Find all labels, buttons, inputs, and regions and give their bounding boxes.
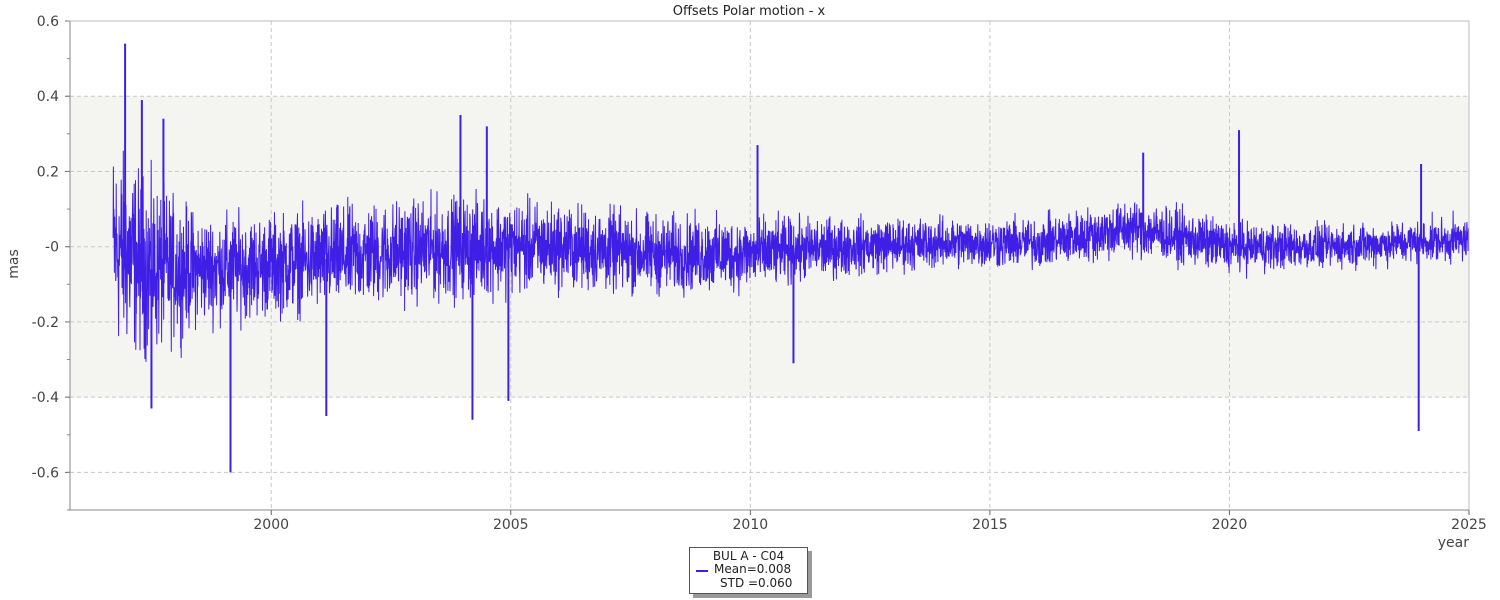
legend-series-swatch [696,570,708,572]
legend-mean: Mean=0.008 [714,562,792,576]
axes: 0.6 0.4 0.2 -0 -0.2 -0.4 -0.6 2000 2005 2010 2015 2… [32,14,1487,533]
legend-std: STD =0.060 [720,576,793,590]
legend-title: BUL A - C04 [712,549,785,563]
x-tick-label: 2015 [972,517,1008,533]
series-layer [112,43,1470,473]
y-tick-label: -0.2 [32,315,59,331]
y-tick-label: -0.4 [32,390,59,406]
chart-title: Offsets Polar motion - x [673,4,826,19]
x-tick-label: 2010 [733,517,769,533]
y-tick-label: -0 [45,240,59,256]
x-tick-label: 2020 [1212,517,1248,533]
y-tick-label: 0.2 [37,164,59,180]
y-tick-label: -0.6 [32,465,59,481]
y-tick-label: 0.6 [37,14,59,30]
series-line [112,150,1470,362]
y-axis-label: mas [6,249,22,279]
legend: BUL A - C04 Mean=0.008 STD =0.060 [689,547,808,594]
x-tick-label: 2025 [1451,517,1487,533]
x-axis-label: year [1438,535,1469,551]
x-tick-label: 2005 [493,517,529,533]
x-tick-label: 2000 [253,517,289,533]
y-tick-label: 0.4 [37,89,59,105]
